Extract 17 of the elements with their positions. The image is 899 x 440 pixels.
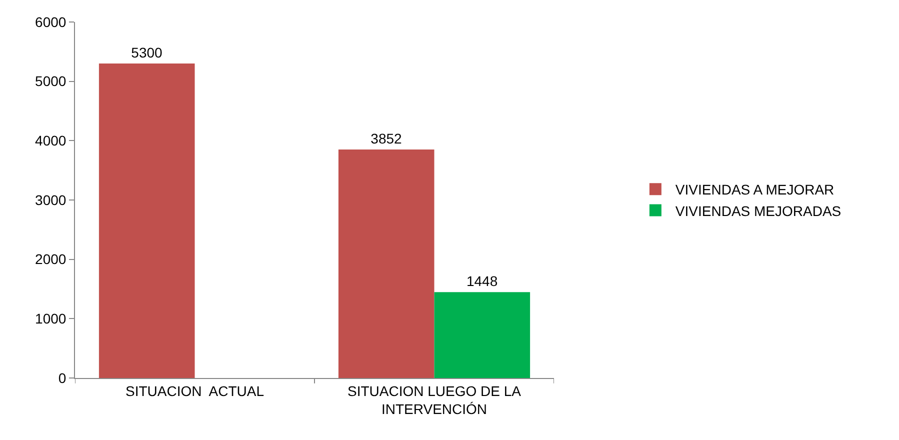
y-tick-label: 4000: [35, 132, 66, 149]
legend-label: VIVIENDAS A MEJORAR: [675, 182, 834, 198]
x-tick-label: SITUACION LUEGO DE LA INTERVENCIÓN: [348, 382, 522, 417]
y-tick-label: 0: [58, 370, 66, 386]
y-tick-label: 3000: [35, 192, 66, 208]
bar: [338, 149, 434, 378]
legend-label: VIVIENDAS MEJORADAS: [675, 202, 842, 219]
data-label: 1448: [466, 273, 498, 290]
y-tick-label: 5000: [35, 73, 66, 90]
x-tick-label: SITUACION ACTUAL: [126, 382, 264, 399]
y-tick-label: 1000: [35, 310, 66, 327]
bar: [98, 64, 195, 378]
bar: [434, 292, 530, 378]
data-label: 3852: [370, 130, 402, 146]
y-tick-label: 2000: [35, 251, 66, 268]
y-tick-label: 6000: [35, 14, 66, 30]
data-label: 5300: [131, 44, 163, 61]
